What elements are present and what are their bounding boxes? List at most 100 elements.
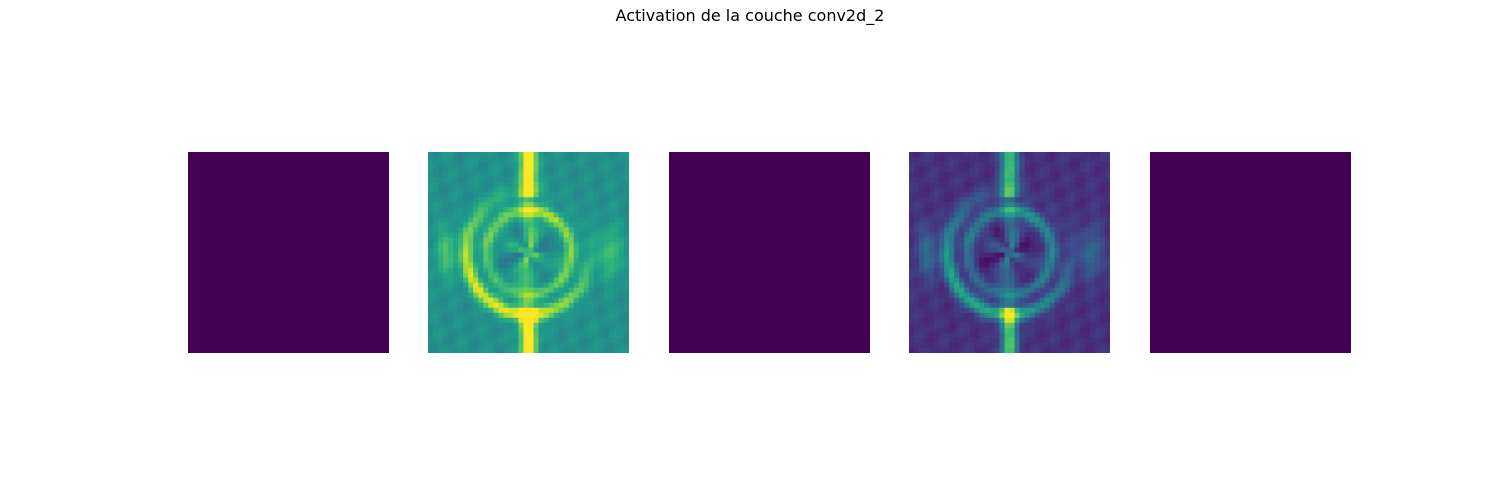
heatmap-4-cell [1099, 182, 1106, 188]
heatmap-2-cell [593, 172, 600, 178]
heatmap-2-cell [593, 277, 600, 284]
heatmap-2-cell [463, 232, 469, 238]
heatmap-2-cell [443, 262, 449, 268]
heatmap-2-cell [493, 157, 499, 163]
heatmap-2-cell [603, 212, 610, 218]
heatmap-4-cell [1004, 307, 1010, 314]
heatmap-2-cell [438, 287, 444, 294]
heatmap-4-cell [1099, 242, 1106, 248]
heatmap-4-cell [1069, 292, 1076, 299]
heatmap-4-cell [1019, 267, 1025, 274]
heatmap-2-cell [523, 187, 529, 193]
heatmap-4-cell [934, 232, 940, 238]
heatmap-4-cell [914, 277, 920, 284]
heatmap-2-cell [493, 182, 499, 188]
heatmap-4-cell [999, 177, 1005, 183]
heatmap-2-cell [458, 162, 464, 168]
heatmap-4-cell [1019, 292, 1025, 299]
heatmap-2-cell [533, 187, 539, 193]
heatmap-4-cell [1049, 337, 1056, 344]
heatmap-4-cell [919, 202, 925, 208]
heatmap-4-cell [1059, 337, 1066, 344]
heatmap-4-cell [984, 277, 990, 284]
heatmap-4-cell [989, 347, 995, 353]
heatmap-2-cell [518, 232, 524, 238]
heatmap-4-cell [974, 157, 980, 163]
heatmap-2-cell [548, 187, 555, 193]
heatmap-2-cell [533, 192, 539, 198]
heatmap-2-cell [543, 252, 550, 258]
heatmap-4-cell [949, 272, 955, 279]
heatmap-2-cell [503, 307, 509, 314]
heatmap-4-cell [914, 297, 920, 304]
heatmap-4-cell [979, 282, 985, 289]
heatmap-4-cell [959, 167, 965, 173]
heatmap-2-cell [558, 267, 565, 274]
heatmap-2-cell [553, 162, 560, 168]
heatmap-4-cell [929, 262, 935, 268]
heatmap-2-cell [438, 237, 444, 243]
heatmap-4-cell [1019, 247, 1025, 253]
heatmap-2-cell [533, 222, 539, 228]
heatmap-2-cell [428, 157, 434, 163]
heatmap-2-cell [558, 322, 565, 329]
heatmap-2-cell [483, 267, 489, 274]
heatmap-4-cell [1039, 312, 1046, 319]
heatmap-2-cell [608, 217, 615, 223]
heatmap-2-cell [428, 197, 434, 203]
heatmap-2-cell [573, 207, 580, 213]
chart-title: Activation de la couche conv2d_2 [615, 6, 885, 25]
heatmap-2-cell [543, 192, 550, 198]
heatmap-4-cell [994, 327, 1000, 334]
heatmap-2-cell [583, 237, 590, 243]
heatmap-2-cell [433, 217, 439, 223]
heatmap-4-cell [1079, 317, 1086, 324]
heatmap-4-cell [969, 167, 975, 173]
heatmap-4-cell [1059, 282, 1066, 289]
heatmap-4-cell [909, 332, 915, 339]
heatmap-2-cell [508, 302, 514, 309]
heatmap-4-cell [1044, 282, 1051, 289]
heatmap-2-cell [613, 327, 620, 334]
heatmap-2-cell [598, 217, 605, 223]
heatmap-2-cell [443, 282, 449, 289]
heatmap-2-cell [598, 347, 605, 353]
heatmap-2-cell [518, 292, 524, 299]
heatmap-2-cell [543, 152, 550, 158]
heatmap-2-cell [613, 197, 620, 203]
heatmap-4-cell [989, 177, 995, 183]
heatmap-4-cell [1019, 312, 1025, 319]
heatmap-2-cell [538, 337, 544, 344]
heatmap-4-cell [1024, 192, 1031, 198]
heatmap-4-cell [969, 332, 975, 339]
heatmap-4-cell [979, 327, 985, 334]
heatmap-4-cell [1099, 322, 1106, 329]
heatmap-2-cell [503, 287, 509, 294]
heatmap-4-cell [1039, 197, 1046, 203]
heatmap-2-cell [543, 172, 550, 178]
heatmap-4-cell [1054, 242, 1061, 248]
heatmap-2-cell [538, 172, 544, 178]
heatmap-4-cell [1099, 267, 1106, 274]
heatmap-2-cell [618, 317, 625, 324]
heatmap-2-cell [558, 157, 565, 163]
heatmap-4-cell [959, 157, 965, 163]
heatmap-2-cell [458, 312, 464, 319]
heatmap-4-cell [1064, 302, 1071, 309]
heatmap-4-cell [994, 287, 1000, 294]
heatmap-4-cell [1004, 282, 1010, 289]
heatmap-2-cell [528, 247, 534, 253]
heatmap-4-cell [1009, 187, 1015, 193]
heatmap-4-cell [959, 272, 965, 279]
heatmap-2-cell [623, 267, 629, 274]
heatmap-4-cell [1034, 342, 1041, 349]
heatmap-2-cell [598, 302, 605, 309]
heatmap-2-cell [448, 272, 454, 279]
heatmap-4-cell [999, 212, 1005, 218]
heatmap-4-cell [979, 157, 985, 163]
heatmap-4-cell [1059, 307, 1066, 314]
heatmap-4-cell [1089, 292, 1096, 299]
heatmap-4-cell [1064, 197, 1071, 203]
heatmap-2-cell [488, 242, 494, 248]
heatmap-2-cell [548, 322, 555, 329]
